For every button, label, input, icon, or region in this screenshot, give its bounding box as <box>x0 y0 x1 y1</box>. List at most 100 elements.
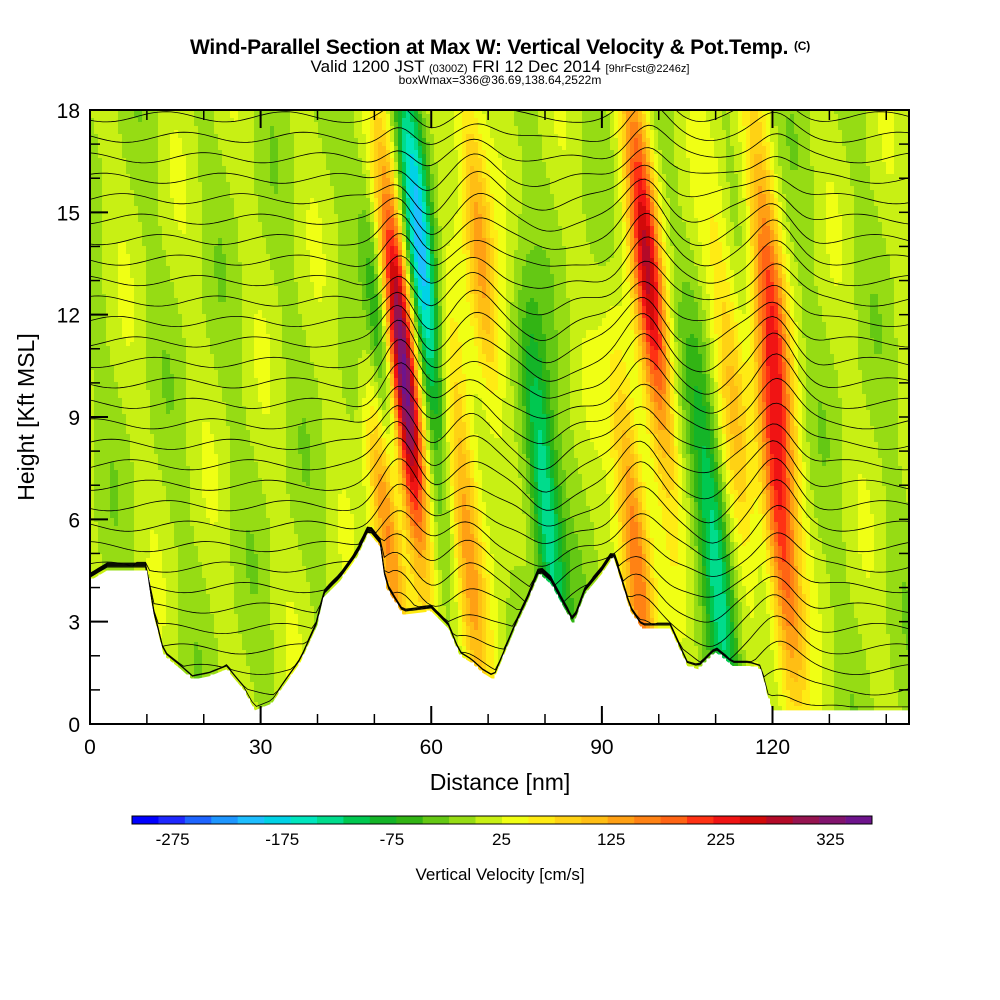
velocity-cell <box>222 534 227 539</box>
velocity-cell <box>114 290 119 295</box>
velocity-cell <box>146 450 151 455</box>
velocity-cell <box>206 578 211 583</box>
velocity-cell <box>238 654 243 659</box>
velocity-cell <box>218 198 223 203</box>
velocity-cell <box>218 642 223 647</box>
velocity-cell <box>178 390 183 395</box>
velocity-cell <box>134 490 139 495</box>
velocity-cell <box>162 342 167 347</box>
velocity-cell <box>206 638 211 643</box>
velocity-cell <box>162 306 167 311</box>
velocity-cell <box>218 142 223 147</box>
velocity-cell <box>218 434 223 439</box>
velocity-cell <box>146 538 151 543</box>
velocity-cell <box>170 578 175 583</box>
velocity-cell <box>206 642 211 647</box>
velocity-cell <box>210 370 215 375</box>
velocity-cell <box>198 126 203 131</box>
velocity-cell <box>146 338 151 343</box>
velocity-cell <box>142 202 147 207</box>
velocity-cell <box>178 118 183 123</box>
velocity-cell <box>222 414 227 419</box>
velocity-cell <box>106 394 111 399</box>
velocity-cell <box>122 542 127 547</box>
velocity-cell <box>182 438 187 443</box>
velocity-cell <box>134 338 139 343</box>
velocity-cell <box>206 554 211 559</box>
velocity-cell <box>202 650 207 655</box>
velocity-cell <box>134 398 139 403</box>
velocity-cell <box>106 266 111 271</box>
velocity-cell <box>238 294 243 299</box>
velocity-cell <box>182 526 187 531</box>
velocity-cell <box>98 214 103 219</box>
velocity-cell <box>206 370 211 375</box>
velocity-cell <box>194 602 199 607</box>
velocity-cell <box>210 266 215 271</box>
velocity-cell <box>238 290 243 295</box>
velocity-cell <box>226 254 231 259</box>
velocity-cell <box>178 534 183 539</box>
velocity-cell <box>166 418 171 423</box>
velocity-cell <box>106 186 111 191</box>
velocity-cell <box>218 570 223 575</box>
velocity-cell <box>118 258 123 263</box>
velocity-cell <box>158 154 163 159</box>
velocity-cell <box>178 338 183 343</box>
velocity-cell <box>178 494 183 499</box>
velocity-cell <box>150 370 155 375</box>
velocity-cell <box>106 470 111 475</box>
velocity-cell <box>218 362 223 367</box>
velocity-cell <box>110 514 115 519</box>
velocity-cell <box>198 234 203 239</box>
velocity-cell <box>178 222 183 227</box>
velocity-cell <box>214 454 219 459</box>
velocity-cell <box>242 170 247 175</box>
velocity-cell <box>194 410 199 415</box>
velocity-cell <box>94 266 99 271</box>
velocity-cell <box>170 526 175 531</box>
velocity-cell <box>218 298 223 303</box>
velocity-cell <box>174 266 179 271</box>
velocity-cell <box>98 538 103 543</box>
velocity-cell <box>186 650 191 655</box>
velocity-cell <box>234 210 239 215</box>
velocity-cell <box>138 338 143 343</box>
velocity-cell <box>94 514 99 519</box>
velocity-cell <box>238 538 243 543</box>
velocity-cell <box>210 526 215 531</box>
velocity-cell <box>218 498 223 503</box>
velocity-cell <box>206 262 211 267</box>
velocity-cell <box>170 402 175 407</box>
velocity-cell <box>110 358 115 363</box>
velocity-cell <box>166 510 171 515</box>
velocity-cell <box>214 206 219 211</box>
velocity-cell <box>202 402 207 407</box>
velocity-cell <box>182 142 187 147</box>
velocity-cell <box>106 530 111 535</box>
velocity-cell <box>142 290 147 295</box>
velocity-cell <box>222 114 227 119</box>
velocity-cell <box>166 318 171 323</box>
velocity-cell <box>158 306 163 311</box>
velocity-cell <box>210 642 215 647</box>
velocity-cell <box>182 578 187 583</box>
velocity-cell <box>174 586 179 591</box>
velocity-cell <box>114 554 119 559</box>
velocity-cell <box>174 514 179 519</box>
velocity-cell <box>130 514 135 519</box>
velocity-cell <box>186 190 191 195</box>
velocity-cell <box>190 414 195 419</box>
velocity-cell <box>226 134 231 139</box>
velocity-cell <box>198 462 203 467</box>
velocity-cell <box>238 442 243 447</box>
velocity-cell <box>174 522 179 527</box>
velocity-cell <box>194 306 199 311</box>
velocity-cell <box>106 298 111 303</box>
velocity-cell <box>218 170 223 175</box>
velocity-cell <box>114 470 119 475</box>
velocity-cell <box>106 122 111 127</box>
velocity-cell <box>146 398 151 403</box>
velocity-cell <box>206 394 211 399</box>
velocity-cell <box>114 250 119 255</box>
